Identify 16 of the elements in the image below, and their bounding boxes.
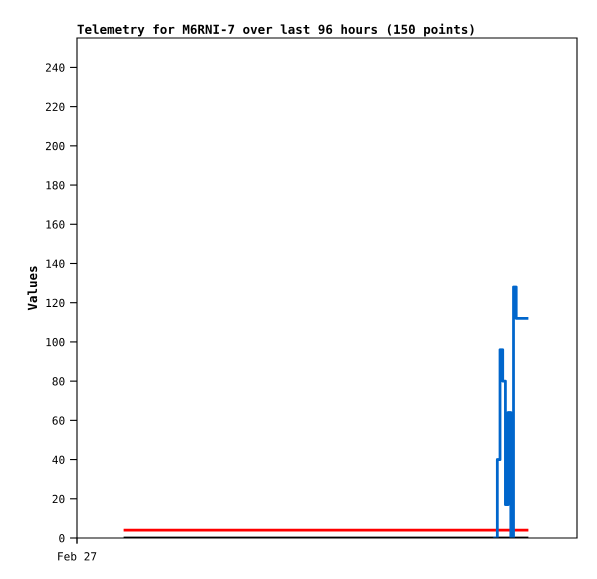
y-tick-label: 180	[46, 181, 64, 190]
y-tick-label: 220	[46, 102, 64, 112]
y-tick-label: 40	[52, 456, 64, 464]
text: Feb 27	[58, 552, 96, 561]
y-tick-label: 200	[46, 142, 64, 150]
y-tick-label: 100	[46, 338, 64, 346]
y-tick-label: 20	[52, 494, 64, 504]
y-tick-label: 80	[52, 377, 64, 386]
chart-title: Telemetry for M6RNI-7 over last 96 hours (150 points)	[78, 24, 474, 36]
y-tick-label: 140	[46, 259, 64, 268]
y-axis-title: Values	[27, 266, 38, 310]
y-tick-label: 160	[46, 220, 64, 229]
y-tick-label: 0	[59, 534, 64, 542]
y-tick-label: 120	[46, 298, 64, 308]
y-tick-label: 240	[46, 63, 64, 72]
y-tick-label: 60	[52, 416, 64, 425]
